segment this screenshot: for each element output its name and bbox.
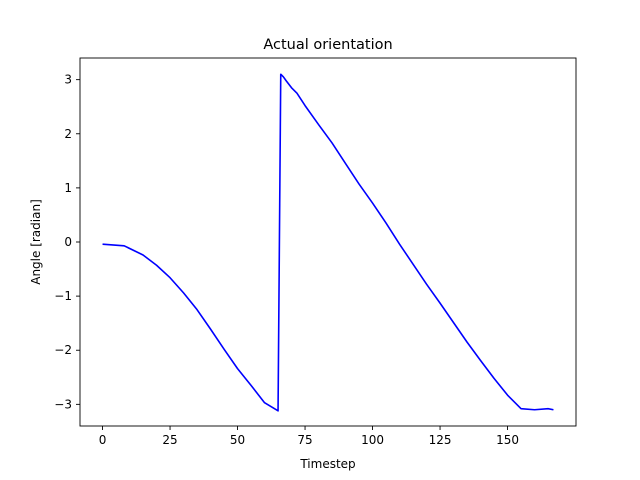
y-tick-label: −1 [54,289,72,303]
y-tick-label: −3 [54,397,72,411]
y-tick-label: 1 [64,181,72,195]
x-tick-label: 25 [162,433,177,447]
x-tick-label: 150 [496,433,519,447]
x-tick-label: 125 [429,433,452,447]
plot-frame [79,57,577,427]
y-tick-label: 2 [64,127,72,141]
x-tick-label: 0 [99,433,107,447]
chart-title: Actual orientation [263,37,392,53]
x-tick-label: 100 [361,433,384,447]
y-axis-label: Angle [radian] [29,199,43,285]
x-tick-label: 75 [297,433,312,447]
series-line [102,73,554,412]
y-tick-label: 0 [64,235,72,249]
y-tick-label: −2 [54,343,72,357]
x-axis-label: Timestep [299,457,355,471]
x-tick-label: 50 [230,433,245,447]
y-tick-label: 3 [64,73,72,87]
